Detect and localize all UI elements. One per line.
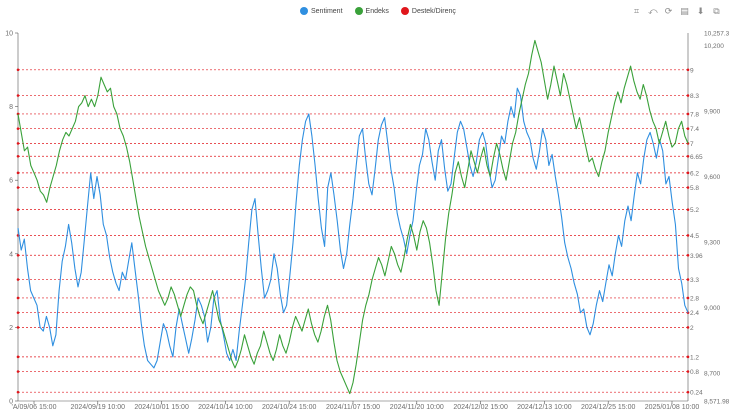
support-resistance-dot-left: [16, 326, 20, 329]
legend-label-destek: Destek/Direnç: [411, 7, 456, 15]
support-resistance-label: 3.3: [690, 277, 699, 284]
support-resistance-label: 7: [690, 141, 694, 148]
save-image-icon[interactable]: ⬇: [696, 6, 705, 16]
support-resistance-label: 2.4: [690, 310, 699, 317]
support-resistance-dot-right: [686, 171, 690, 175]
y-right-tick-label: 9,900: [704, 109, 721, 116]
legend-marker-destek: [400, 7, 409, 15]
support-resistance-dot-left: [16, 253, 20, 257]
support-resistance-dot-left: [16, 186, 20, 189]
support-resistance-dot-right: [686, 326, 690, 329]
support-resistance-dot-right: [686, 94, 690, 97]
toolbox: ⌗ ⤺ ⟳ ▤ ⬇ ⧉: [632, 6, 721, 16]
series-line-endeks: [17, 39, 689, 395]
x-tick-label: 2024/10/24 15:00: [262, 404, 317, 409]
support-resistance-dot-right: [686, 370, 690, 373]
x-tick-label: 2024/10/14 10:00: [198, 404, 253, 409]
support-resistance-label: 5.2: [690, 207, 699, 214]
x-tick-label: 2024/12/02 15:00: [453, 404, 508, 409]
support-resistance-label: 9: [690, 67, 694, 74]
support-resistance-label: 2: [690, 325, 694, 332]
legend-marker-sentiment: [300, 7, 308, 15]
x-tick-label: 2024/10/01 15:00: [134, 404, 189, 409]
support-resistance-label: 6.2: [690, 170, 699, 177]
legend-marker-endeks: [354, 7, 363, 15]
crop-icon[interactable]: ⧉: [713, 6, 720, 16]
support-resistance-dot-right: [686, 127, 690, 130]
y-left-tick-label: 2: [9, 325, 13, 332]
support-resistance-dot-left: [16, 142, 20, 145]
x-tick-label: 2024/11/20 10:00: [390, 404, 444, 409]
support-resistance-dot-left: [16, 390, 20, 394]
support-resistance-label: 6.65: [690, 154, 703, 161]
support-resistance-dot-right: [686, 355, 690, 359]
support-resistance-dot-right: [686, 112, 690, 116]
support-resistance-dot-left: [16, 171, 20, 175]
series-line-sentiment: [17, 87, 689, 369]
x-tick-label: 'A/09/06 15:00: [12, 404, 57, 409]
support-resistance-label: 4.5: [690, 233, 699, 240]
support-resistance-label: 5.8: [690, 185, 699, 192]
legend-label-sentiment: Sentiment: [311, 7, 343, 15]
x-tick-label: 2024/09/19 10:00: [71, 404, 126, 409]
y-right-tick-label: 9,600: [704, 174, 721, 181]
support-resistance-label: 2.8: [690, 295, 699, 302]
y-right-tick-label: 9,300: [704, 240, 721, 247]
x-tick-label: 2024/11/07 15:00: [326, 404, 380, 409]
support-resistance-label: 0.8: [690, 369, 699, 376]
x-tick-label: 2025/01/08 10:00: [645, 404, 700, 409]
support-resistance-dot-left: [16, 311, 20, 314]
support-resistance-dot-left: [16, 296, 20, 300]
y-right-tick-label: 10,257.3: [704, 31, 730, 38]
support-resistance-label: 7.8: [690, 111, 699, 118]
y-right-tick-label: 10,200: [704, 43, 724, 50]
zoom-icon[interactable]: ⌗: [633, 6, 640, 16]
support-resistance-dot-right: [686, 186, 690, 189]
support-resistance-dot-left: [16, 278, 20, 281]
legend: Sentiment Endeks Destek/Direnç: [300, 7, 456, 15]
x-tick-label: 2024/12/25 15:00: [581, 404, 636, 409]
support-resistance-dot-left: [16, 208, 20, 211]
support-resistance-dot-right: [686, 390, 690, 394]
y-left-tick-label: 6: [9, 178, 13, 185]
y-right-tick-label: 9,000: [704, 305, 721, 312]
support-resistance-dot-right: [686, 278, 690, 281]
legend-item-destek[interactable]: Destek/Direnç: [400, 7, 456, 15]
support-resistance-dot-left: [16, 370, 20, 373]
support-resistance-dot-left: [16, 94, 20, 97]
y-left-tick-label: 8: [9, 104, 13, 111]
data-view-icon[interactable]: ▤: [680, 6, 689, 16]
y-right-tick-label: 8,700: [704, 371, 721, 378]
legend-item-endeks[interactable]: Endeks: [354, 7, 389, 15]
support-resistance-label: 8.3: [690, 93, 699, 100]
x-tick-label: 2024/12/13 10:00: [517, 404, 572, 409]
support-resistance-dot-right: [686, 253, 690, 257]
support-resistance-label: 3.96: [690, 253, 703, 260]
support-resistance-dot-left: [16, 154, 20, 158]
support-resistance-label: 0.24: [690, 390, 703, 397]
support-resistance-dot-right: [686, 68, 690, 72]
y-left-tick-label: 4: [9, 251, 13, 258]
y-left-tick-label: 10: [5, 31, 13, 38]
support-resistance-dot-left: [16, 355, 20, 359]
support-resistance-dot-left: [16, 127, 20, 130]
zoom-reset-icon[interactable]: ⤺: [648, 6, 658, 16]
support-resistance-dot-right: [686, 296, 690, 300]
y-right-tick-label: 8,571.98: [704, 399, 730, 406]
restore-icon[interactable]: ⟳: [664, 6, 673, 16]
y-left-tick-label: 0: [9, 399, 13, 406]
legend-label-endeks: Endeks: [365, 7, 389, 15]
legend-item-sentiment[interactable]: Sentiment: [300, 7, 343, 15]
support-resistance-dot-right: [686, 208, 690, 211]
support-resistance-dot-left: [16, 68, 20, 72]
support-resistance-dot-right: [686, 154, 690, 158]
support-resistance-label: 1.2: [690, 354, 699, 361]
support-resistance-label: 7.4: [690, 126, 699, 133]
support-resistance-dot-right: [686, 234, 690, 237]
